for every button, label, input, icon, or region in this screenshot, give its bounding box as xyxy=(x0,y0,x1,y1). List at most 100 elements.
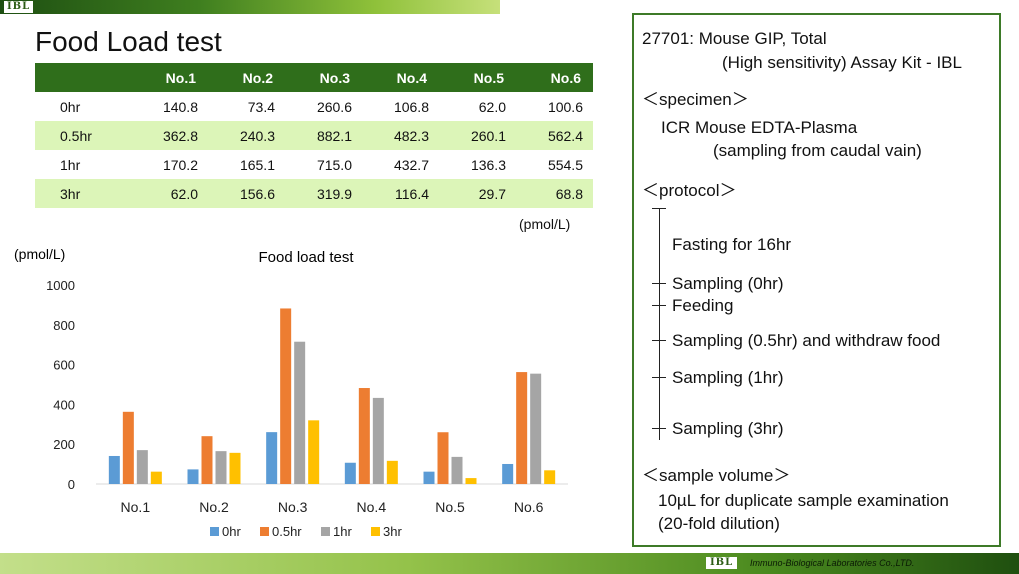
protocol-step: Sampling (0.5hr) and withdraw food xyxy=(672,331,941,350)
ibl-footer-logo: IBL xyxy=(706,557,738,569)
table-unit-label: (pmol/L) xyxy=(519,216,571,232)
timeline-tick xyxy=(652,428,666,429)
timeline-tick xyxy=(652,305,666,306)
table-cell: 170.2 xyxy=(162,156,198,173)
timeline-tick xyxy=(652,377,666,378)
bar-3hr-No.3 xyxy=(308,420,320,484)
bar-0.5hr-No.2 xyxy=(201,436,213,484)
bar-1hr-No.2 xyxy=(215,451,227,484)
x-tick-label: No.3 xyxy=(278,499,308,515)
table-row: 0hr 140.8 73.4 260.6 106.8 62.0 100.6 xyxy=(35,92,593,121)
table-cell: 715.0 xyxy=(316,156,352,173)
column-header: No.6 xyxy=(516,63,593,92)
table-cell: 482.3 xyxy=(362,121,439,150)
chart-legend: 0hr 0.5hr 1hr 3hr xyxy=(210,524,402,539)
table-header-row: No.1 No.2 No.3 No.4 No.5 No.6 xyxy=(35,63,593,92)
sample-volume-heading: ＜sample volume＞ xyxy=(642,466,791,485)
x-tick-label: No.2 xyxy=(199,499,229,515)
y-tick-label: 800 xyxy=(53,318,75,333)
y-tick-label: 200 xyxy=(53,437,75,452)
table-cell: 554.5 xyxy=(547,156,583,173)
timeline-tick xyxy=(652,340,666,341)
protocol-step: Fasting for 16hr xyxy=(672,235,792,254)
specimen-line-2: (sampling from caudal vain) xyxy=(713,141,922,160)
table-row: 1hr 170.2 165.1 715.0 432.7 136.3 554.5 xyxy=(35,150,593,179)
table-row: 3hr 62.0 156.6 319.9 116.4 29.7 68.8 xyxy=(35,179,593,208)
bar-1hr-No.4 xyxy=(372,397,384,484)
row-label: 0hr xyxy=(60,98,81,115)
bottom-brand-bar: IBL Immuno-Biological Laboratories Co.,L… xyxy=(0,553,1019,574)
specimen-heading: ＜specimen＞ xyxy=(642,90,749,109)
legend-swatch xyxy=(321,527,330,536)
table-cell: 136.3 xyxy=(470,156,506,173)
table-cell: 73.4 xyxy=(247,98,275,115)
x-tick-label: No.5 xyxy=(435,499,465,515)
bar-3hr-No.5 xyxy=(465,478,477,484)
table-row: 0.5hr 362.8 240.3 882.1 482.3 260.1 562.… xyxy=(35,121,593,150)
y-tick-label: 1000 xyxy=(46,278,75,293)
bar-0.5hr-No.1 xyxy=(122,411,134,484)
column-header: No.5 xyxy=(439,63,516,92)
protocol-step: Sampling (3hr) xyxy=(672,419,784,438)
kit-title: 27701: Mouse GIP, Total xyxy=(642,29,827,48)
table-cell: 260.1 xyxy=(439,121,516,150)
bar-1hr-No.3 xyxy=(294,341,306,484)
table-cell: 562.4 xyxy=(516,121,593,150)
table-cell: 62.0 xyxy=(478,98,506,115)
bar-0.5hr-No.4 xyxy=(358,388,370,484)
protocol-timeline xyxy=(659,208,660,440)
table-cell: 319.9 xyxy=(285,179,362,208)
protocol-step: Sampling (1hr) xyxy=(672,368,784,387)
bar-3hr-No.2 xyxy=(229,452,241,484)
table-cell: 362.8 xyxy=(131,121,208,150)
company-name: Immuno-Biological Laboratories Co.,LTD. xyxy=(750,558,915,568)
timeline-tick xyxy=(652,208,666,209)
bar-1hr-No.5 xyxy=(451,456,463,484)
y-tick-label: 400 xyxy=(53,397,75,412)
sample-volume-line-2: (20-fold dilution) xyxy=(658,514,780,533)
table-cell: 240.3 xyxy=(208,121,285,150)
legend-label: 0hr xyxy=(222,524,241,539)
protocol-step: Sampling (0hr) xyxy=(672,274,784,293)
protocol-heading: ＜protocol＞ xyxy=(642,181,737,200)
kit-subtitle: (High sensitivity) Assay Kit - IBL xyxy=(722,53,962,72)
specimen-line-1: ICR Mouse EDTA-Plasma xyxy=(661,118,858,137)
table-cell: 260.6 xyxy=(316,98,352,115)
x-tick-label: No.6 xyxy=(514,499,544,515)
chart-title: Food load test xyxy=(258,249,354,266)
row-label: 0.5hr xyxy=(35,121,131,150)
chart-bars xyxy=(108,308,556,484)
x-tick-label: No.4 xyxy=(357,499,387,515)
y-axis-ticks: 0 200 400 600 800 1000 xyxy=(46,278,75,492)
bar-0hr-No.4 xyxy=(344,462,356,484)
legend-swatch xyxy=(210,527,219,536)
x-tick-label: No.1 xyxy=(121,499,151,515)
top-brand-bar: IBL xyxy=(0,0,500,14)
protocol-step: Feeding xyxy=(672,296,734,315)
bar-0.5hr-No.6 xyxy=(516,372,528,484)
table-cell: 29.7 xyxy=(439,179,516,208)
table-cell: 140.8 xyxy=(162,98,198,115)
y-tick-label: 0 xyxy=(68,477,75,492)
sample-volume-line-1: 10µL for duplicate sample examination xyxy=(658,491,949,510)
column-header: No.1 xyxy=(131,63,208,92)
column-header: No.2 xyxy=(208,63,285,92)
bar-0hr-No.2 xyxy=(187,469,199,484)
bar-0hr-No.3 xyxy=(266,432,278,484)
bar-0.5hr-No.3 xyxy=(280,308,292,484)
table-cell: 432.7 xyxy=(393,156,429,173)
table-cell: 156.6 xyxy=(208,179,285,208)
table-cell: 106.8 xyxy=(393,98,429,115)
x-axis-ticks: No.1 No.2 No.3 No.4 No.5 No.6 xyxy=(121,499,544,515)
table-cell: 116.4 xyxy=(362,179,439,208)
table-corner-cell xyxy=(35,63,131,92)
chart-y-axis-label: (pmol/L) xyxy=(14,246,65,262)
bar-3hr-No.6 xyxy=(544,470,556,484)
legend-swatch xyxy=(260,527,269,536)
legend-label: 0.5hr xyxy=(272,524,302,539)
bar-0hr-No.1 xyxy=(108,455,120,484)
y-tick-label: 600 xyxy=(53,358,75,373)
legend-swatch xyxy=(371,527,380,536)
legend-label: 3hr xyxy=(383,524,402,539)
row-label: 3hr xyxy=(35,179,131,208)
